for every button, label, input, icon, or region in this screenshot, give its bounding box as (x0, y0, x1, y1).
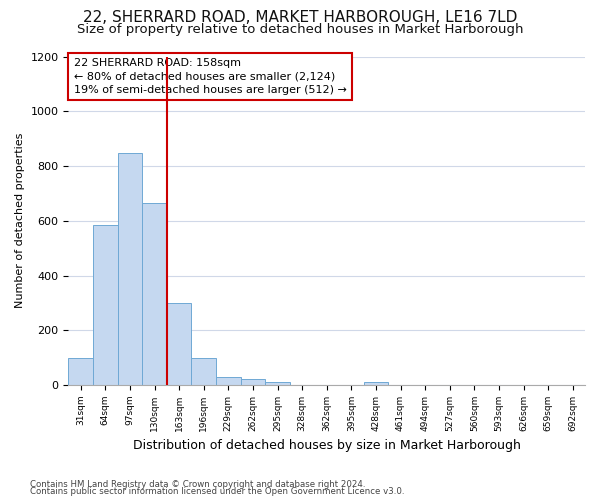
Bar (241, 379, 265, 385)
Bar (167, 303, 191, 385)
Bar (142, 203, 167, 385)
Bar (191, 358, 216, 385)
Bar (265, 382, 290, 385)
Bar (68, 358, 93, 385)
Bar (364, 382, 388, 385)
Text: 22 SHERRARD ROAD: 158sqm
← 80% of detached houses are smaller (2,124)
19% of sem: 22 SHERRARD ROAD: 158sqm ← 80% of detach… (74, 58, 346, 94)
Y-axis label: Number of detached properties: Number of detached properties (15, 133, 25, 308)
Bar (93, 225, 118, 385)
Text: 22, SHERRARD ROAD, MARKET HARBOROUGH, LE16 7LD: 22, SHERRARD ROAD, MARKET HARBOROUGH, LE… (83, 10, 517, 25)
Bar (118, 153, 142, 385)
Bar (216, 377, 241, 385)
Text: Contains public sector information licensed under the Open Government Licence v3: Contains public sector information licen… (30, 488, 404, 496)
X-axis label: Distribution of detached houses by size in Market Harborough: Distribution of detached houses by size … (133, 440, 521, 452)
Text: Size of property relative to detached houses in Market Harborough: Size of property relative to detached ho… (77, 22, 523, 36)
Text: Contains HM Land Registry data © Crown copyright and database right 2024.: Contains HM Land Registry data © Crown c… (30, 480, 365, 489)
